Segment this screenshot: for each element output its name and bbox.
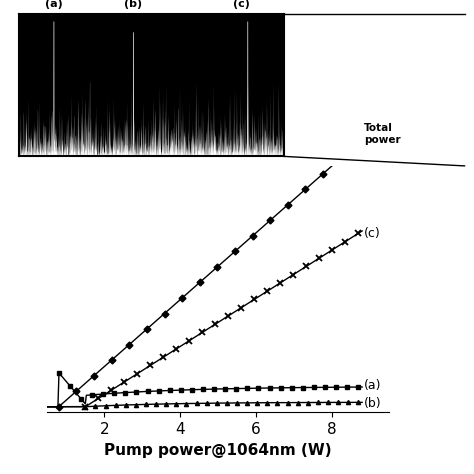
Text: Total
power: Total power xyxy=(364,123,401,145)
Text: (b): (b) xyxy=(364,397,382,410)
X-axis label: Pump power@1064nm (W): Pump power@1064nm (W) xyxy=(104,443,332,458)
Text: (c): (c) xyxy=(364,227,381,240)
Text: (b): (b) xyxy=(124,0,142,9)
Text: (a): (a) xyxy=(45,0,63,9)
Text: (a): (a) xyxy=(364,379,382,392)
Text: (c): (c) xyxy=(234,0,250,9)
